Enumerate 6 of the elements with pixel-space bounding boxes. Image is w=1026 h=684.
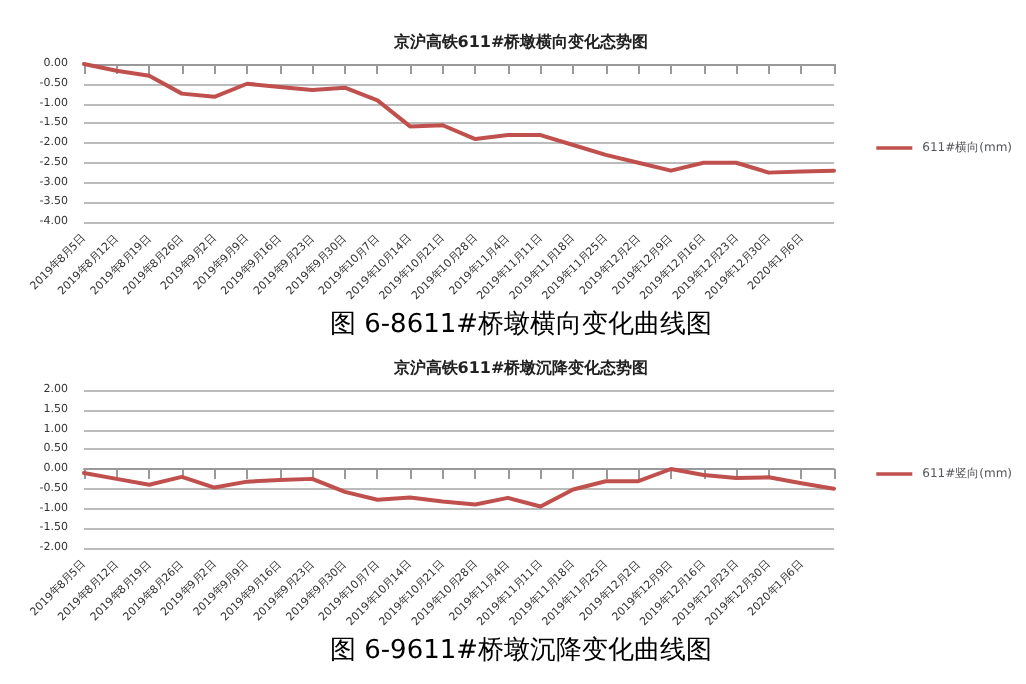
chart-title: 京沪高铁611#桥墩沉降变化态势图	[391, 357, 649, 377]
line-series	[82, 62, 836, 175]
caption: 图 6-9611#桥墩沉降变化曲线图	[329, 636, 713, 666]
chart-title: 京沪高铁611#桥墩横向变化态势图	[391, 31, 649, 51]
caption: 图 6-8611#桥墩横向变化曲线图	[329, 310, 713, 340]
line-series	[82, 467, 836, 509]
